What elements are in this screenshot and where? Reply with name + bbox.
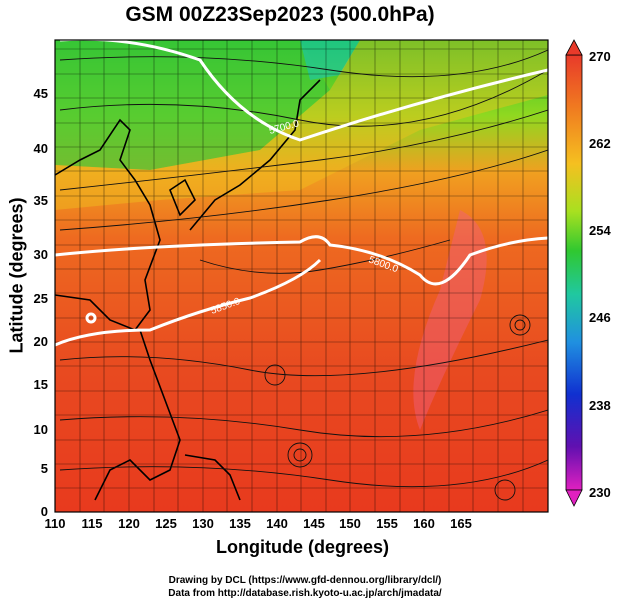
contour-lines [55, 40, 548, 347]
y-tick: 5 [41, 461, 48, 476]
plot-frame [54, 39, 549, 513]
colorbar-label: 254 [589, 223, 611, 238]
y-tick: 25 [34, 291, 48, 306]
colorbar-label: 238 [589, 398, 611, 413]
colorbar: 270 262 254 246 238 230 [565, 39, 611, 507]
colorbar-label: 230 [589, 485, 611, 500]
x-axis-label: Longitude (degrees) [215, 537, 389, 557]
x-tick: 125 [155, 516, 177, 531]
x-tick: 145 [303, 516, 325, 531]
x-tick: 135 [229, 516, 251, 531]
x-tick: 155 [376, 516, 398, 531]
colorbar-scale [565, 54, 583, 491]
x-tick: 130 [192, 516, 214, 531]
streamlines [59, 49, 548, 501]
x-tick: 120 [118, 516, 140, 531]
colorbar-label: 246 [589, 310, 611, 325]
field-layer: 5700.0 5800.0 5850.0 [55, 40, 548, 512]
y-tick: 20 [34, 334, 48, 349]
contour-5850 [55, 258, 322, 347]
x-tick: 165 [450, 516, 472, 531]
x-tick-labels: 110 115 120 125 130 135 140 145 150 155 … [45, 516, 472, 531]
y-tick: 40 [34, 141, 48, 156]
y-tick-labels: 0 5 10 15 20 25 30 35 40 45 [34, 86, 48, 519]
contour-closed-low [85, 312, 97, 324]
x-tick: 115 [82, 516, 103, 531]
colorbar-label: 262 [589, 136, 611, 151]
map-title: GSM 00Z23Sep2023 (500.0hPa) [125, 3, 435, 26]
y-axis-label: Latitude (degrees) [6, 197, 27, 354]
y-tick: 15 [34, 377, 48, 392]
credit-drawing: Drawing by DCL (https://www.gfd-dennou.o… [168, 575, 442, 586]
y-tick: 0 [41, 504, 48, 519]
contour-5700 [60, 40, 548, 142]
x-tick: 140 [266, 516, 288, 531]
contour-5800 [55, 235, 548, 286]
credit-data: Data from http://database.rish.kyoto-u.a… [168, 588, 442, 599]
x-tick: 160 [413, 516, 435, 531]
y-tick: 30 [34, 247, 48, 262]
y-tick: 10 [34, 422, 48, 437]
colorbar-label: 270 [589, 49, 611, 64]
grid [55, 40, 548, 512]
x-tick: 110 [45, 516, 66, 531]
warm-anomaly [413, 210, 487, 430]
cold-region [55, 40, 330, 170]
y-tick: 35 [34, 193, 48, 208]
colorbar-top-arrow [565, 39, 583, 56]
coastlines [55, 79, 321, 501]
coldest-region [300, 40, 360, 80]
x-tick: 150 [339, 516, 361, 531]
y-tick: 45 [34, 86, 48, 101]
colorbar-bottom-arrow [565, 489, 583, 507]
